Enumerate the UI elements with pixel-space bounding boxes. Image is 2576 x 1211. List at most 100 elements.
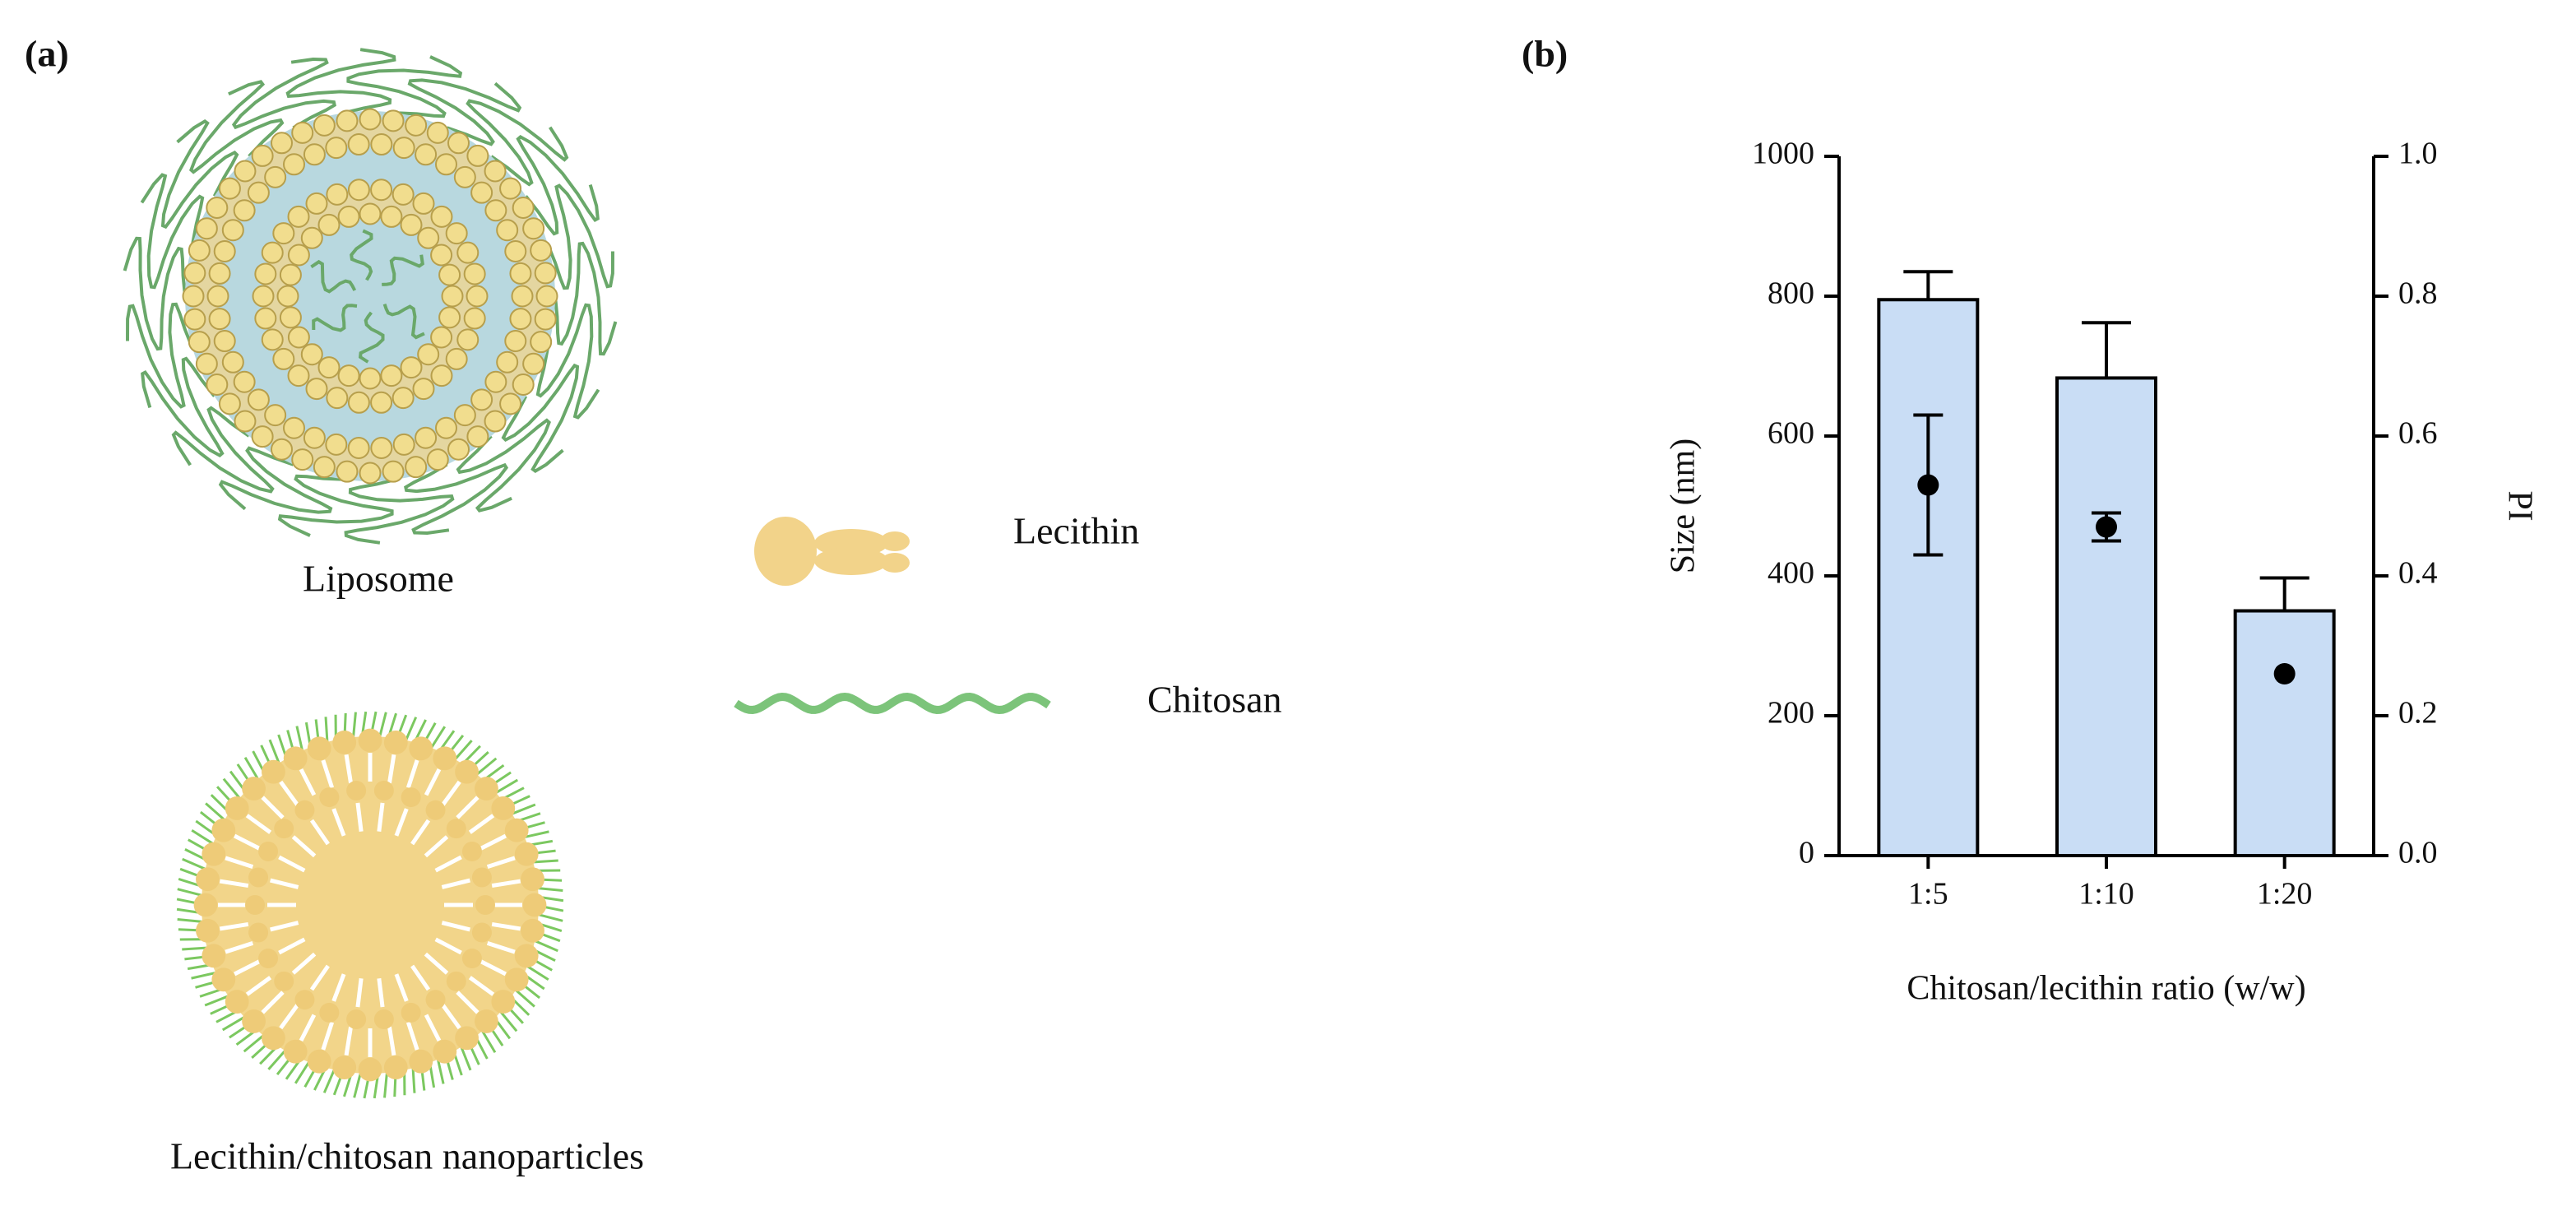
lipid-tail [278,855,306,873]
lipid-head [188,239,211,262]
y2-tick-label: 0.2 [2398,696,2438,731]
lipid-head [512,374,535,396]
lipid-head [475,1009,498,1033]
lipid-tail [309,819,330,846]
lipid-head [247,388,270,411]
lipid-tail [479,833,507,851]
y-tick-label: 400 [1768,556,1814,591]
point [1917,474,1939,496]
lipid-head [287,364,310,387]
lipid-head [346,781,367,801]
lipid-tail [219,921,249,931]
lipid-head [291,121,314,144]
lipid-head [382,109,405,132]
lipid-tail [424,952,449,975]
y-tick-label: 1000 [1752,137,1814,171]
lipid-tail [245,814,272,834]
lipid-tail [468,814,495,834]
lipid-head [438,306,461,329]
chitosan-strand [466,99,569,187]
lipid-head [392,137,415,160]
lipid-head [391,183,415,206]
lipid-tail [355,802,364,832]
lipid-head [401,787,421,808]
lipid-head [287,205,310,228]
lipid-head [287,326,310,349]
lipid-head [211,818,236,842]
lipid-head [234,160,257,183]
lipid-head [405,114,428,137]
lipid-head [521,918,544,943]
lipid-head [391,387,415,410]
lipid-head [234,410,257,433]
lipid-head [447,438,470,461]
lipid-head [274,971,294,991]
lipid-tail [261,991,285,1014]
chitosan-strand [171,406,275,494]
lipid-head [401,1002,421,1023]
lipid-head [499,177,522,200]
lipid-head [258,841,279,861]
lipid-head [233,199,256,222]
y2-axis-title: PI [2500,490,2538,521]
lipid-head [453,165,476,188]
x-tick-label: 1:10 [2078,877,2134,912]
lipid-tail [344,754,354,784]
lipid-head [484,199,507,222]
lipid-head [438,263,461,286]
lipid-head [511,285,534,308]
lipid-head [264,165,287,188]
lipid-head [463,307,486,330]
lipid-head [248,867,269,888]
lipid-tail [279,1003,299,1030]
lipid-tail [424,768,442,796]
lipid-head [484,410,507,433]
chitosan-strand [516,134,600,236]
lipid-head [313,456,336,479]
lipid-head [262,759,285,784]
lipid-tail [479,958,507,977]
lipid-tail [441,921,470,932]
lipid-head [475,895,495,915]
lipid-head [433,1039,457,1064]
chitosan-strand [141,356,225,458]
y-tick-label: 200 [1768,696,1814,731]
lipid-head [326,387,349,410]
lipid-tail [377,978,385,1008]
lecithin-icon [754,517,910,586]
lipid-head [496,350,519,374]
lipid-head [325,433,348,456]
y2-tick-label: 1.0 [2398,137,2438,171]
lipid-head [332,1056,357,1079]
lipid-head [491,990,516,1014]
lipid-head [225,990,249,1014]
lipid-head [504,967,529,992]
lipid-head [417,226,440,249]
lipid-tail [387,1026,396,1056]
y2-tick-label: 0.8 [2398,276,2438,311]
lipid-tail [491,921,521,931]
lipid-head [271,132,293,155]
lipid-head [206,197,229,219]
lipid-head [447,132,470,155]
lipid-head [307,1049,331,1074]
lipid-head [317,213,341,236]
lipid-head [347,179,370,202]
lipid-head [430,244,453,267]
lipid-head [294,990,315,1010]
panel-label: (a) [25,33,69,75]
lipid-head [300,343,323,366]
chitosan-strand [231,57,336,130]
lipid-head [347,436,370,459]
y2-tick-label: 0.0 [2398,836,2438,870]
lipid-tail [387,754,396,784]
lipid-head [521,867,544,892]
lipid-head [313,114,336,137]
lipid-head [213,239,236,262]
lipid-head [445,222,468,245]
lipid-head [484,370,507,393]
lipid-head [522,352,545,375]
lipid-head [283,153,305,176]
lipid-tail [424,1014,442,1042]
lipid-head [380,205,403,228]
